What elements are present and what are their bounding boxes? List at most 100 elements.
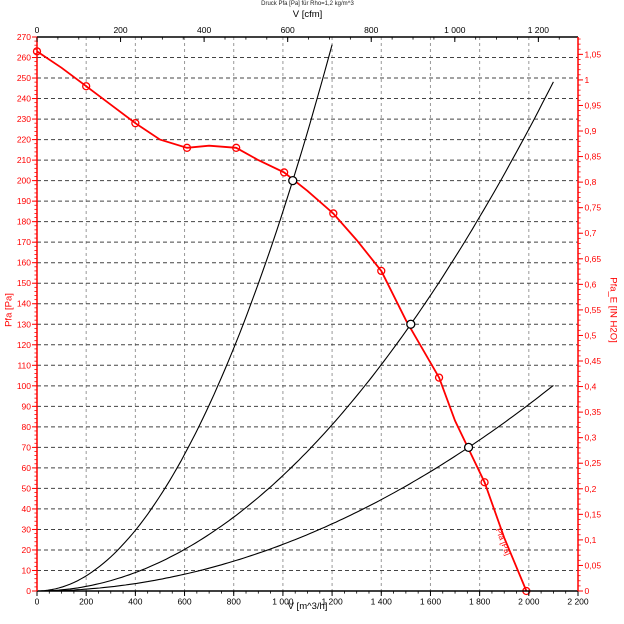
tick-label: 0,6 [585,279,597,289]
tick-label: 240 [17,94,31,104]
tick-label: 0,95 [585,100,602,110]
tick-label: 20 [22,545,32,555]
tick-label: 1 800 [469,597,491,607]
tick-label: 0,65 [585,254,602,264]
tick-label: 0,15 [585,509,602,519]
tick-label: 1,05 [585,49,602,59]
tick-label: 0,45 [585,356,602,366]
data-point-marker [377,266,386,276]
system-curve [37,81,554,592]
tick-label: 130 [17,319,31,329]
tick-label: 200 [113,25,127,35]
tick-label: 0,3 [585,433,597,443]
tick-label: 0,55 [585,305,602,315]
left-axis: 0 10 20 30 40 50 60 70 80 90 100 110 120 130 140 150 160… [17,32,37,596]
tick-label: 170 [17,237,31,247]
left-axis-title: Pfa [Pa] [3,293,15,327]
right-axis-title: Pfa_E [IN H2O] [607,277,619,343]
gridlines [37,37,578,591]
tick-label: 0 [35,25,40,35]
tick-label: 80 [22,422,32,432]
tick-label: 0,35 [585,407,602,417]
tick-label: 1 000 [444,25,466,35]
tick-label: 60 [22,463,32,473]
tick-label: 2 000 [518,597,540,607]
tick-label: 1 000 [272,597,294,607]
tick-label: 220 [17,135,31,145]
operating-point-marker [463,442,474,453]
tick-label: 1 400 [371,597,393,607]
fan-curve-markers [32,47,531,596]
tick-label: 100 [17,381,31,391]
tick-label: 0,25 [585,458,602,468]
tick-label: 0,4 [585,382,597,392]
tick-label: 210 [17,155,31,165]
data-point-marker [329,209,338,218]
tick-label: 0,75 [585,203,602,213]
plot-frame [36,36,579,592]
tick-label: 120 [17,340,31,350]
tick-label: 230 [17,114,31,124]
tick-label: 10 [22,565,32,575]
tick-label: 0,05 [585,560,602,570]
tick-label: 800 [227,597,241,607]
tick-label: 260 [17,53,31,63]
right-axis: 0 0,05 0,1 0,15 0,2 0,25 0,3 0,35 0,4 0,45 0,5 0,55… [578,38,602,596]
fan-curve-line [36,50,528,592]
tick-label: 180 [17,217,31,227]
data-point-marker [82,82,91,91]
fan-curve [36,50,528,592]
operating-point-marker [406,319,416,329]
data-point-marker [182,143,192,152]
tick-label: 1 [585,75,590,85]
tick-label: 0,9 [585,126,597,136]
tick-label: 1 200 [321,597,343,607]
tick-label: 600 [177,597,191,607]
tick-label: 400 [197,25,211,35]
bottom-axis: 0 200 400 600 800 1 000 1 200 1 400 1 600 1 800 2 … [35,591,589,607]
system-curve [36,44,333,592]
tick-label: 250 [17,73,31,83]
tick-label: 1 200 [528,25,550,35]
tick-label: 190 [17,196,31,206]
tick-label: 70 [22,442,32,452]
tick-label: 50 [22,483,32,493]
data-point-marker [232,143,241,152]
tick-label: 0,7 [585,228,597,238]
tick-label: 110 [17,360,31,370]
data-point-marker [480,478,489,487]
top-axis: 0 200 400 600 800 1 000 1 200 [35,25,560,42]
tick-label: 270 [17,32,31,42]
chart-title: Druck Pfa [Pa] für Rho=1,2 kg/m^3 [261,1,354,7]
tick-label: 0,5 [585,330,597,340]
tick-label: 0 [585,586,590,596]
tick-label: 0 [35,597,40,607]
tick-label: 0,85 [585,152,602,162]
tick-label: 800 [364,25,378,35]
tick-label: 90 [22,401,32,411]
tick-label: 0,1 [585,535,597,545]
tick-label: 1 600 [420,597,442,607]
tick-label: 200 [79,597,93,607]
tick-label: 140 [17,299,31,309]
operating-points [288,175,474,453]
tick-label: 2 200 [567,597,589,607]
tick-label: 400 [128,597,142,607]
data-point-marker [434,373,444,382]
data-point-marker [131,119,140,128]
tick-label: 600 [281,25,295,35]
tick-label: 0 [26,586,31,596]
tick-label: 30 [22,524,32,534]
top-axis-title: V [cfm] [292,9,323,20]
tick-label: 150 [17,278,31,288]
data-point-marker [279,168,289,177]
bottom-axis-title: V [m^3/h] [287,601,328,612]
tick-label: 0,2 [585,484,597,494]
tick-label: 200 [17,176,31,186]
tick-label: 40 [22,504,32,514]
tick-label: 160 [17,258,31,268]
tick-label: 0,8 [585,177,597,187]
operating-point-marker [288,175,298,186]
